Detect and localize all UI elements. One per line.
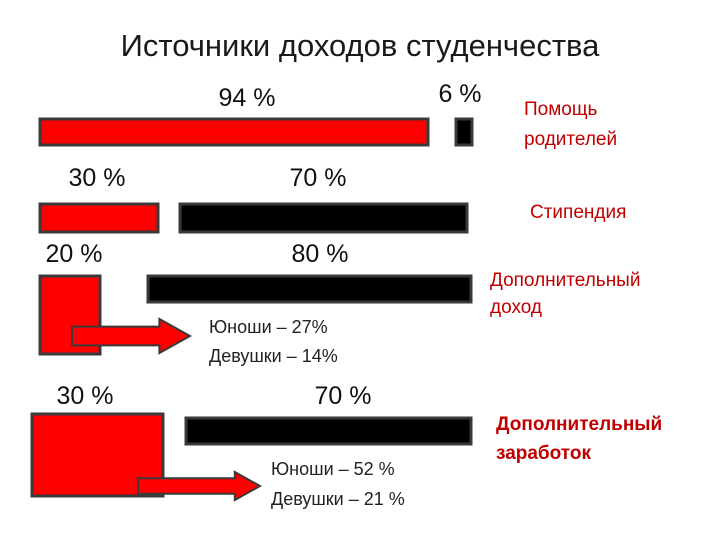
breakdown-arrow-3	[71, 317, 193, 355]
category-label-1-line-1: Помощь	[524, 99, 597, 120]
bar-4-value-label-1: 30 %	[57, 382, 114, 410]
breakdown-arrow-4	[137, 470, 263, 502]
bar-1-value-label-2: 6 %	[438, 80, 481, 108]
bar-3-black-segment	[146, 274, 473, 304]
bar-1-value-label-1: 94 %	[219, 84, 276, 112]
bar-1-red-segment	[38, 117, 430, 147]
category-label-2-line-1: Стипендия	[530, 202, 626, 223]
category-label-3-line-1: Дополнительный	[490, 270, 640, 291]
bar-1-black-segment	[454, 117, 474, 147]
breakdown-line-4-1: Юноши – 52 %	[271, 459, 395, 479]
breakdown-line-3-2: Девушки – 14%	[209, 346, 338, 366]
bar-3-red-segment	[38, 274, 102, 356]
category-label-4-line-2: заработок	[496, 443, 591, 464]
category-label-3-line-2: доход	[490, 297, 542, 318]
chart-marks: 94 % 6 % Помощь родителей 30 % 70 % Стипендия 2…	[30, 80, 662, 509]
bar-3-value-label-1: 20 %	[46, 240, 103, 268]
bar-2-red-segment	[38, 202, 160, 234]
bar-2-value-label-1: 30 %	[69, 164, 126, 192]
bar-3-value-label-2: 80 %	[292, 240, 349, 268]
bar-2-value-label-2: 70 %	[290, 164, 347, 192]
category-label-4-line-1: Дополнительный	[496, 414, 662, 435]
category-label-1-line-2: родителей	[524, 129, 617, 150]
bar-4-black-segment	[184, 416, 473, 446]
chart-title: Источники доходов студенчества	[121, 28, 601, 63]
breakdown-line-3-1: Юноши – 27%	[209, 317, 328, 337]
breakdown-line-4-2: Девушки – 21 %	[271, 489, 405, 509]
bar-2-black-segment	[178, 202, 469, 234]
bar-4-value-label-2: 70 %	[315, 382, 372, 410]
